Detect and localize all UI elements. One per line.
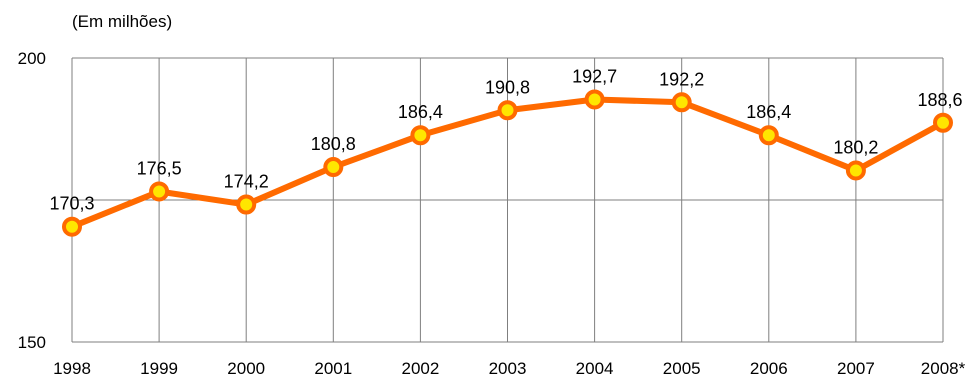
x-tick-label: 2001 — [314, 359, 352, 378]
data-point — [933, 112, 953, 133]
data-point — [236, 194, 257, 215]
data-point — [149, 181, 170, 202]
x-tick-label: 2000 — [227, 359, 265, 378]
data-labels: 170,3 176,5 174,2 180,8 186,4 190,8 192,7 192,2… — [49, 66, 962, 213]
data-point — [584, 89, 605, 110]
x-tick-label: 2006 — [750, 359, 788, 378]
axis-labels: 150 200 1998 1999 2000 2001 2002 2003 2004 2005 20… — [18, 49, 966, 378]
unit-label: (Em milhões) — [72, 12, 172, 31]
x-tick-label: 2005 — [663, 359, 701, 378]
data-point — [671, 92, 692, 113]
x-tick-label: 2004 — [576, 359, 614, 378]
data-label: 176,5 — [137, 158, 182, 178]
data-label: 180,2 — [833, 137, 878, 157]
y-tick-label: 200 — [18, 49, 46, 68]
x-tick-label: 1999 — [140, 359, 178, 378]
data-point — [497, 100, 518, 121]
x-tick-label: 2002 — [401, 359, 439, 378]
data-label: 180,8 — [311, 134, 356, 154]
x-tick-label: 1998 — [53, 359, 91, 378]
data-label: 190,8 — [485, 77, 530, 97]
data-point — [758, 125, 779, 146]
data-point — [845, 160, 866, 181]
data-label: 186,4 — [746, 102, 791, 122]
x-tick-label: 2008* — [921, 359, 966, 378]
x-tick-label: 2007 — [837, 359, 875, 378]
series — [62, 89, 953, 237]
data-label: 192,7 — [572, 66, 617, 86]
data-label: 192,2 — [659, 69, 704, 89]
data-label: 188,6 — [917, 90, 962, 110]
data-label: 170,3 — [49, 194, 94, 214]
x-tick-label: 2003 — [489, 359, 527, 378]
data-point — [410, 125, 431, 146]
y-tick-label: 150 — [18, 333, 46, 352]
data-point — [62, 216, 82, 237]
data-point — [323, 157, 344, 178]
data-label: 174,2 — [224, 172, 269, 192]
data-label: 186,4 — [398, 102, 443, 122]
